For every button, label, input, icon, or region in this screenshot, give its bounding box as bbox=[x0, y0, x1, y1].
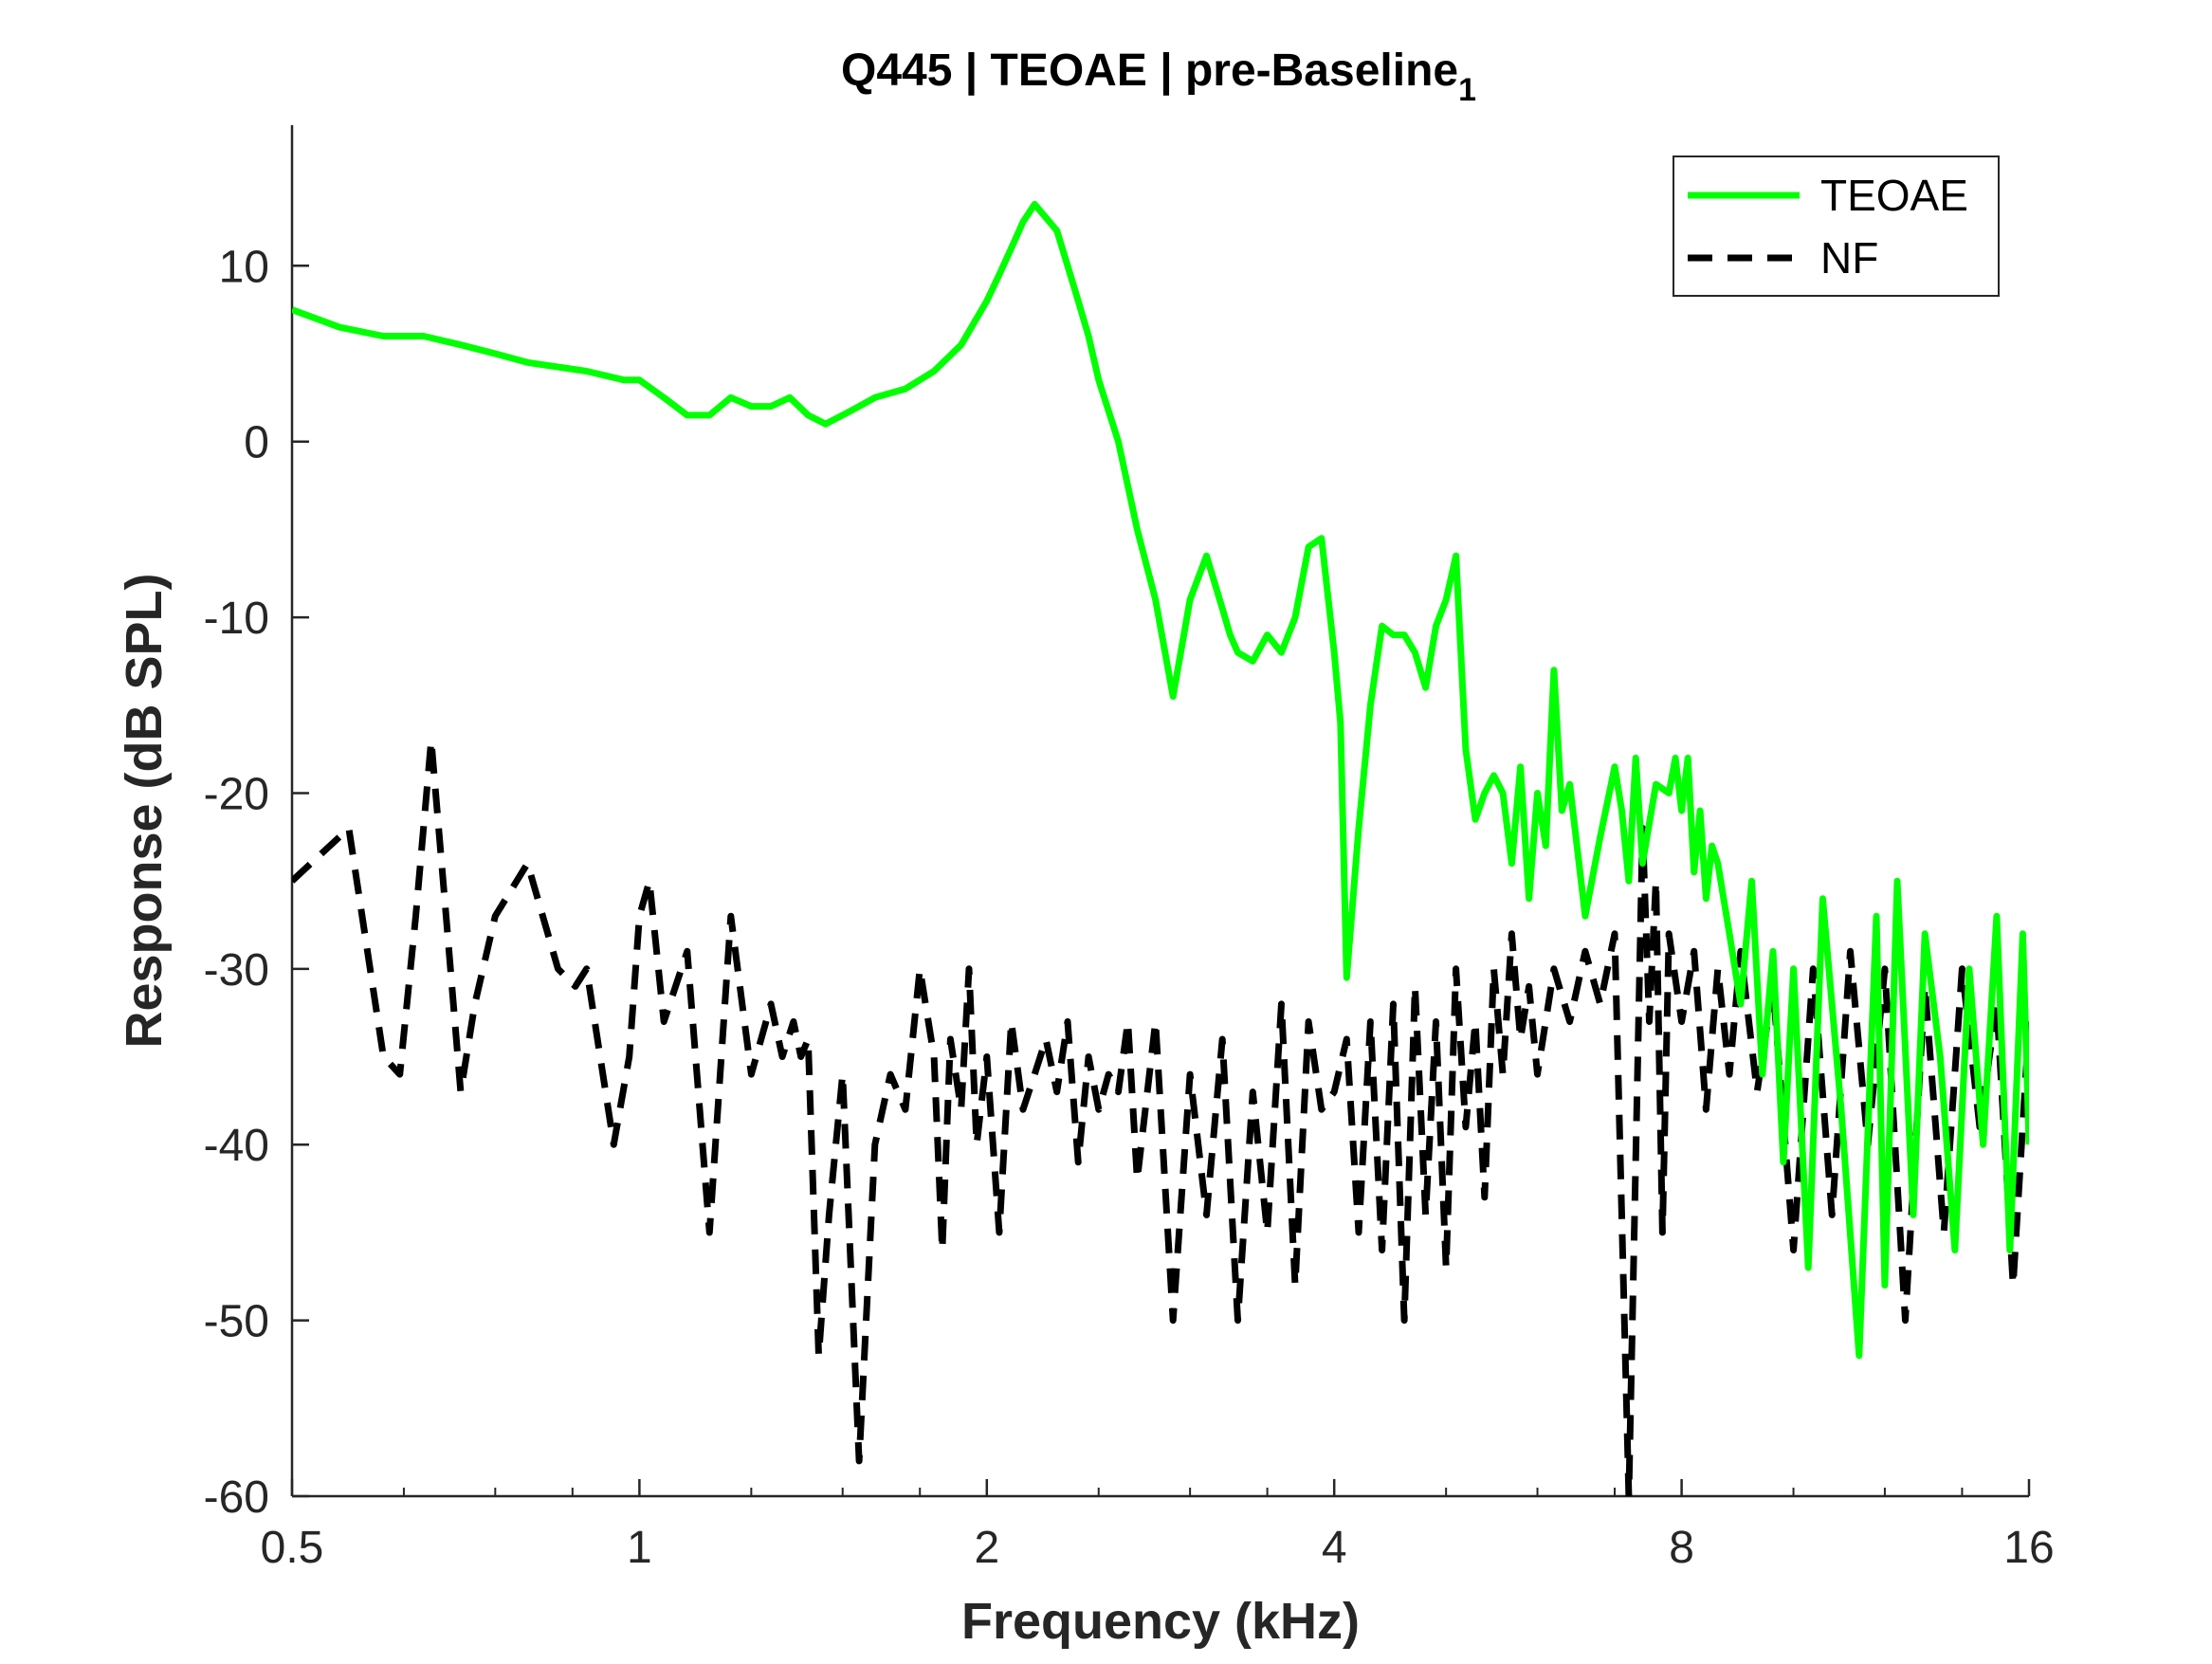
y-tick-label: -60 bbox=[204, 1472, 269, 1523]
y-tick-label: -10 bbox=[204, 594, 269, 644]
chart-title-subscript: 1 bbox=[1458, 72, 1476, 108]
x-axis-title: Frequency (kHz) bbox=[961, 1593, 1360, 1650]
ticks-layer: 0.5 1 2 4 8 16 -60 -50 -40 -30 -20 -10 0 10 bbox=[204, 242, 2055, 1573]
legend-label-nf: NF bbox=[1820, 233, 1878, 283]
chart-title-main: Q445 | TEOAE | pre-Baseline bbox=[841, 46, 1458, 96]
y-tick-label: -50 bbox=[204, 1297, 269, 1347]
series-layer bbox=[292, 200, 2029, 1496]
y-tick-label: -20 bbox=[204, 769, 269, 819]
series-line-teoae bbox=[292, 200, 2029, 1360]
x-tick-label: 16 bbox=[2003, 1523, 2054, 1573]
y-tick-label: -30 bbox=[204, 945, 269, 996]
y-tick-label: -40 bbox=[204, 1121, 269, 1171]
y-tick-label: 10 bbox=[219, 242, 269, 292]
series-line-nf bbox=[292, 737, 2029, 1496]
x-tick-label: 8 bbox=[1669, 1523, 1694, 1573]
y-axis-title: Response (dB SPL) bbox=[116, 573, 173, 1048]
x-tick-label: 1 bbox=[627, 1523, 652, 1573]
y-tick-label: 0 bbox=[244, 418, 269, 468]
x-tick-label: 4 bbox=[1322, 1523, 1347, 1573]
x-tick-label: 0.5 bbox=[261, 1523, 324, 1573]
chart-title: Q445 | TEOAE | pre-Baseline1 bbox=[841, 46, 1476, 108]
legend-label-teoae: TEOAE bbox=[1820, 171, 1968, 220]
legend: TEOAE NF bbox=[1673, 155, 2000, 297]
legend-box bbox=[1673, 155, 2000, 297]
x-tick-label: 2 bbox=[974, 1523, 999, 1573]
